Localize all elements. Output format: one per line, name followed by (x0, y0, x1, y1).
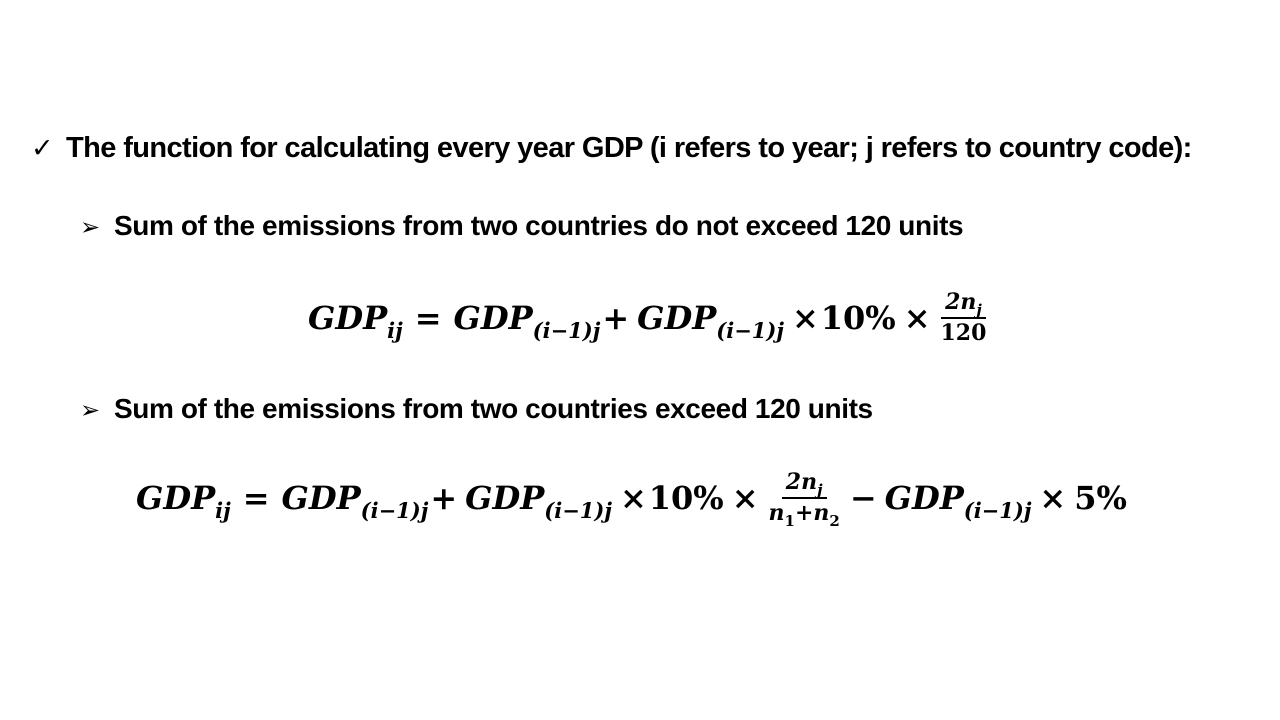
times-sign: × (619, 479, 647, 518)
equals-sign: = (414, 299, 442, 338)
heading-text: The function for calculating every year … (66, 132, 1192, 164)
arrow-bullet-icon: ➢ (80, 397, 101, 424)
gdp-term: GDP (453, 299, 533, 338)
fraction-denominator: 120 (940, 320, 987, 347)
fraction: 2nj n1+n2 (765, 469, 844, 531)
case-2-text: Sum of the emissions from two countries … (114, 393, 873, 424)
checkmark-icon: ✓ (31, 133, 54, 163)
gdp-subscript: (i−1)j (360, 497, 429, 523)
times-sign: × (903, 299, 931, 338)
arrow-bullet-icon: ➢ (80, 214, 101, 241)
formula-2: GDP ij = GDP (i−1)j + GDP (i−1)j × 10% × 2nj … (136, 469, 1127, 531)
fraction: 2nj 120 (937, 289, 991, 347)
gdp-term: GDP (281, 479, 361, 518)
times-sign: × (731, 479, 759, 518)
gdp-subscript: ij (215, 497, 231, 523)
growth-rate: 10% (820, 299, 896, 338)
gdp-subscript: (i−1)j (544, 497, 612, 523)
times-sign: × (1039, 479, 1067, 518)
fraction-numerator: 2nj (781, 469, 827, 500)
gdp-subscript: (i−1)j (963, 497, 1032, 523)
equals-sign: = (242, 479, 270, 518)
minus-sign: − (849, 479, 877, 518)
fraction-denominator: n1+n2 (768, 500, 840, 531)
gdp-term: GDP (308, 299, 388, 338)
gdp-term: GDP (465, 479, 545, 518)
times-sign: × (791, 299, 819, 338)
gdp-term: GDP (884, 479, 964, 518)
gdp-subscript: (i−1)j (716, 317, 784, 343)
gdp-subscript: (i−1)j (532, 317, 601, 343)
plus-sign: + (602, 299, 630, 338)
gdp-term: GDP (136, 479, 216, 518)
fraction-numerator: 2nj (941, 289, 986, 320)
formula-1: GDP ij = GDP (i−1)j + GDP (i−1)j × 10% × 2nj … (308, 289, 994, 347)
plus-sign: + (430, 479, 458, 518)
gdp-term: GDP (637, 299, 717, 338)
case-1-text: Sum of the emissions from two countries … (114, 210, 964, 241)
growth-rate: 10% (648, 479, 724, 518)
reduction-rate: 5% (1074, 479, 1127, 518)
gdp-subscript: ij (387, 317, 403, 343)
